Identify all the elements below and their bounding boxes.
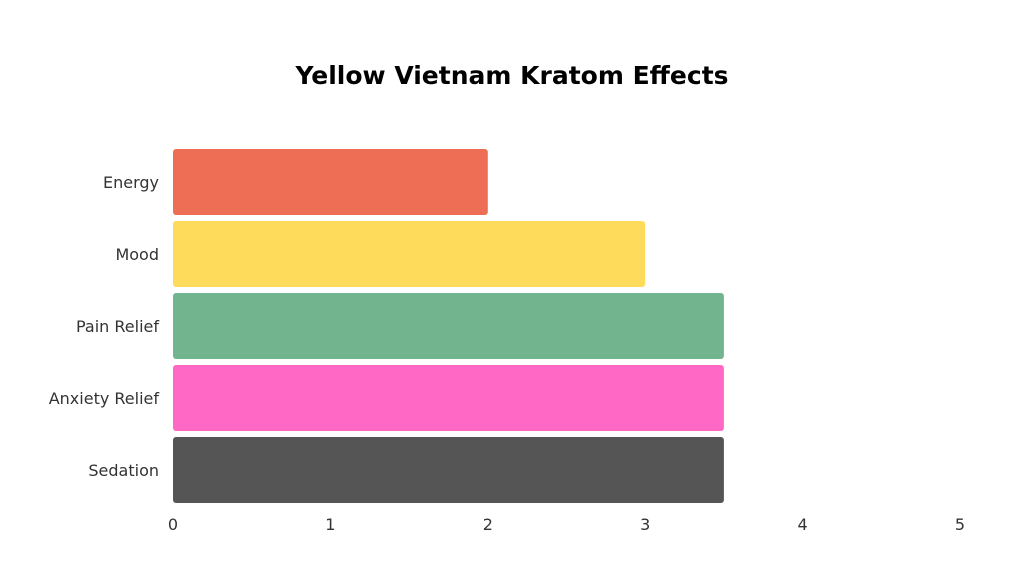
x-tick-label-0: 0: [168, 515, 178, 534]
bar-pain-relief: [173, 293, 724, 359]
x-axis-ticks: 0 1 2 3 4 5: [168, 515, 965, 534]
category-label-anxiety-relief: Anxiety Relief: [49, 389, 160, 408]
category-label-sedation: Sedation: [88, 461, 159, 480]
bar-sedation: [173, 437, 724, 503]
chart-title: Yellow Vietnam Kratom Effects: [294, 61, 728, 90]
bar-anxiety-relief: [173, 365, 724, 431]
x-tick-label-4: 4: [798, 515, 808, 534]
category-label-energy: Energy: [103, 173, 159, 192]
bar-mood: [173, 221, 646, 287]
category-labels: Energy Mood Pain Relief Anxiety Relief Sedat…: [49, 173, 160, 480]
x-tick-label-2: 2: [483, 515, 493, 534]
bars-group: [173, 149, 724, 503]
x-tick-label-5: 5: [955, 515, 965, 534]
bar-energy: [173, 149, 488, 215]
category-label-pain-relief: Pain Relief: [76, 317, 159, 336]
x-tick-label-1: 1: [325, 515, 335, 534]
category-label-mood: Mood: [115, 245, 159, 264]
x-tick-label-3: 3: [640, 515, 650, 534]
